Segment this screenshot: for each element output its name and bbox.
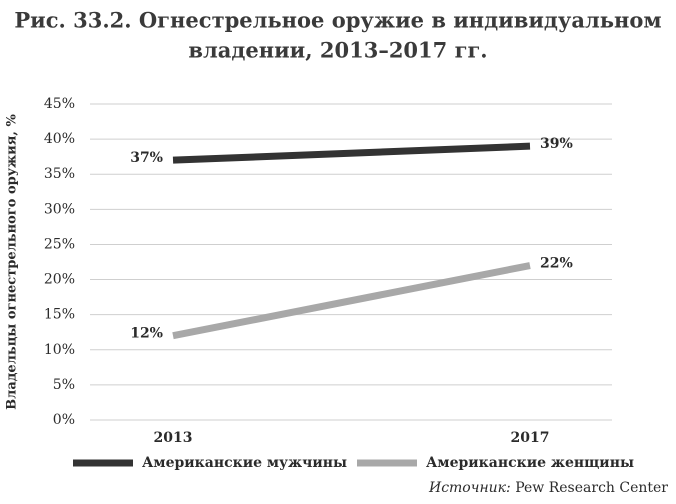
y-axis-label: Владельцы огнестрельного оружия, % [5,114,20,410]
data-label: 37% [130,150,163,166]
legend-label: Американские женщины [426,455,634,471]
y-tick-label: 10% [44,342,75,358]
chart-subtitle: владении, 2013–2017 гг. [188,38,487,63]
chart-title: Рис. 33.2. Огнестрельное оружие в индиви… [14,8,661,33]
y-tick-label: 35% [44,166,75,182]
y-tick-label: 20% [44,272,75,288]
series-line [172,142,531,164]
y-tick-label: 30% [44,201,75,217]
y-tick-label: 25% [44,236,75,252]
y-tick-label: 15% [44,307,75,323]
source: Источник: Pew Research Center [428,480,668,496]
data-label: 12% [130,326,163,342]
x-tick-label: 2017 [511,430,550,446]
data-label: 22% [540,256,573,272]
data-label: 39% [540,136,573,152]
y-tick-label: 45% [44,96,75,112]
series-line [172,262,531,340]
source-prefix: Источник: [428,480,511,496]
y-tick-label: 40% [44,131,75,147]
x-tick-label: 2013 [154,430,193,446]
source-text: Pew Research Center [515,480,668,496]
y-tick-label: 5% [53,377,75,393]
y-tick-label: 0% [53,412,75,428]
legend-label: Американские мужчины [142,455,347,471]
